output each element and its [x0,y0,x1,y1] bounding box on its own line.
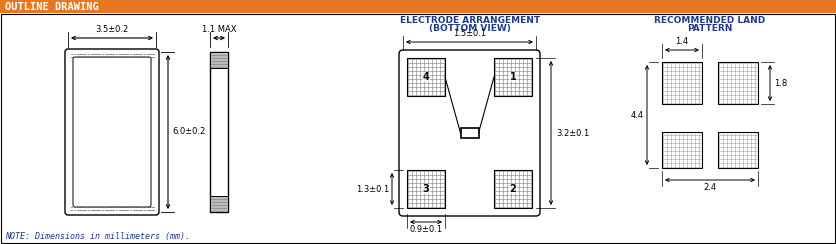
Bar [210,196,228,212]
Bar [407,170,445,208]
Text: RECOMMENDED LAND: RECOMMENDED LAND [655,16,766,25]
Text: 6.0±0.2: 6.0±0.2 [172,128,206,136]
Text: (BOTTOM VIEW): (BOTTOM VIEW) [429,24,511,33]
Text: NOTE: Dimensions in millimeters (mm).: NOTE: Dimensions in millimeters (mm). [5,232,190,241]
Text: OUTLINE DRAWING: OUTLINE DRAWING [5,2,99,12]
Text: ELECTRODE ARRANGEMENT: ELECTRODE ARRANGEMENT [400,16,540,25]
Text: 4: 4 [423,72,430,82]
Text: 1.4: 1.4 [675,37,689,46]
FancyBboxPatch shape [65,49,159,215]
Text: 4.4: 4.4 [631,111,644,120]
Bar [494,170,532,208]
Bar [494,58,532,96]
Text: 2.4: 2.4 [703,183,716,192]
FancyBboxPatch shape [73,57,151,207]
Bar [461,128,478,138]
Text: 1.5±0.1: 1.5±0.1 [453,29,487,38]
Bar [662,62,702,104]
Text: PATTERN: PATTERN [687,24,732,33]
Bar [210,52,228,68]
Text: 3: 3 [423,184,430,194]
Bar [662,132,702,168]
Text: 3.5±0.2: 3.5±0.2 [95,25,129,34]
Bar [718,132,758,168]
Text: 1.3±0.1: 1.3±0.1 [356,184,389,193]
Bar [718,62,758,104]
Bar [210,52,228,212]
Bar [210,52,228,68]
FancyBboxPatch shape [399,50,540,216]
Text: 3.2±0.1: 3.2±0.1 [556,129,589,138]
Text: 1.8: 1.8 [774,79,788,88]
Bar [0,0,836,13]
Bar [210,196,228,212]
Text: 1.1 MAX: 1.1 MAX [201,25,237,34]
Text: 1: 1 [510,72,517,82]
Text: 0.9±0.1: 0.9±0.1 [410,225,442,234]
Text: 2: 2 [510,184,517,194]
Bar [407,58,445,96]
